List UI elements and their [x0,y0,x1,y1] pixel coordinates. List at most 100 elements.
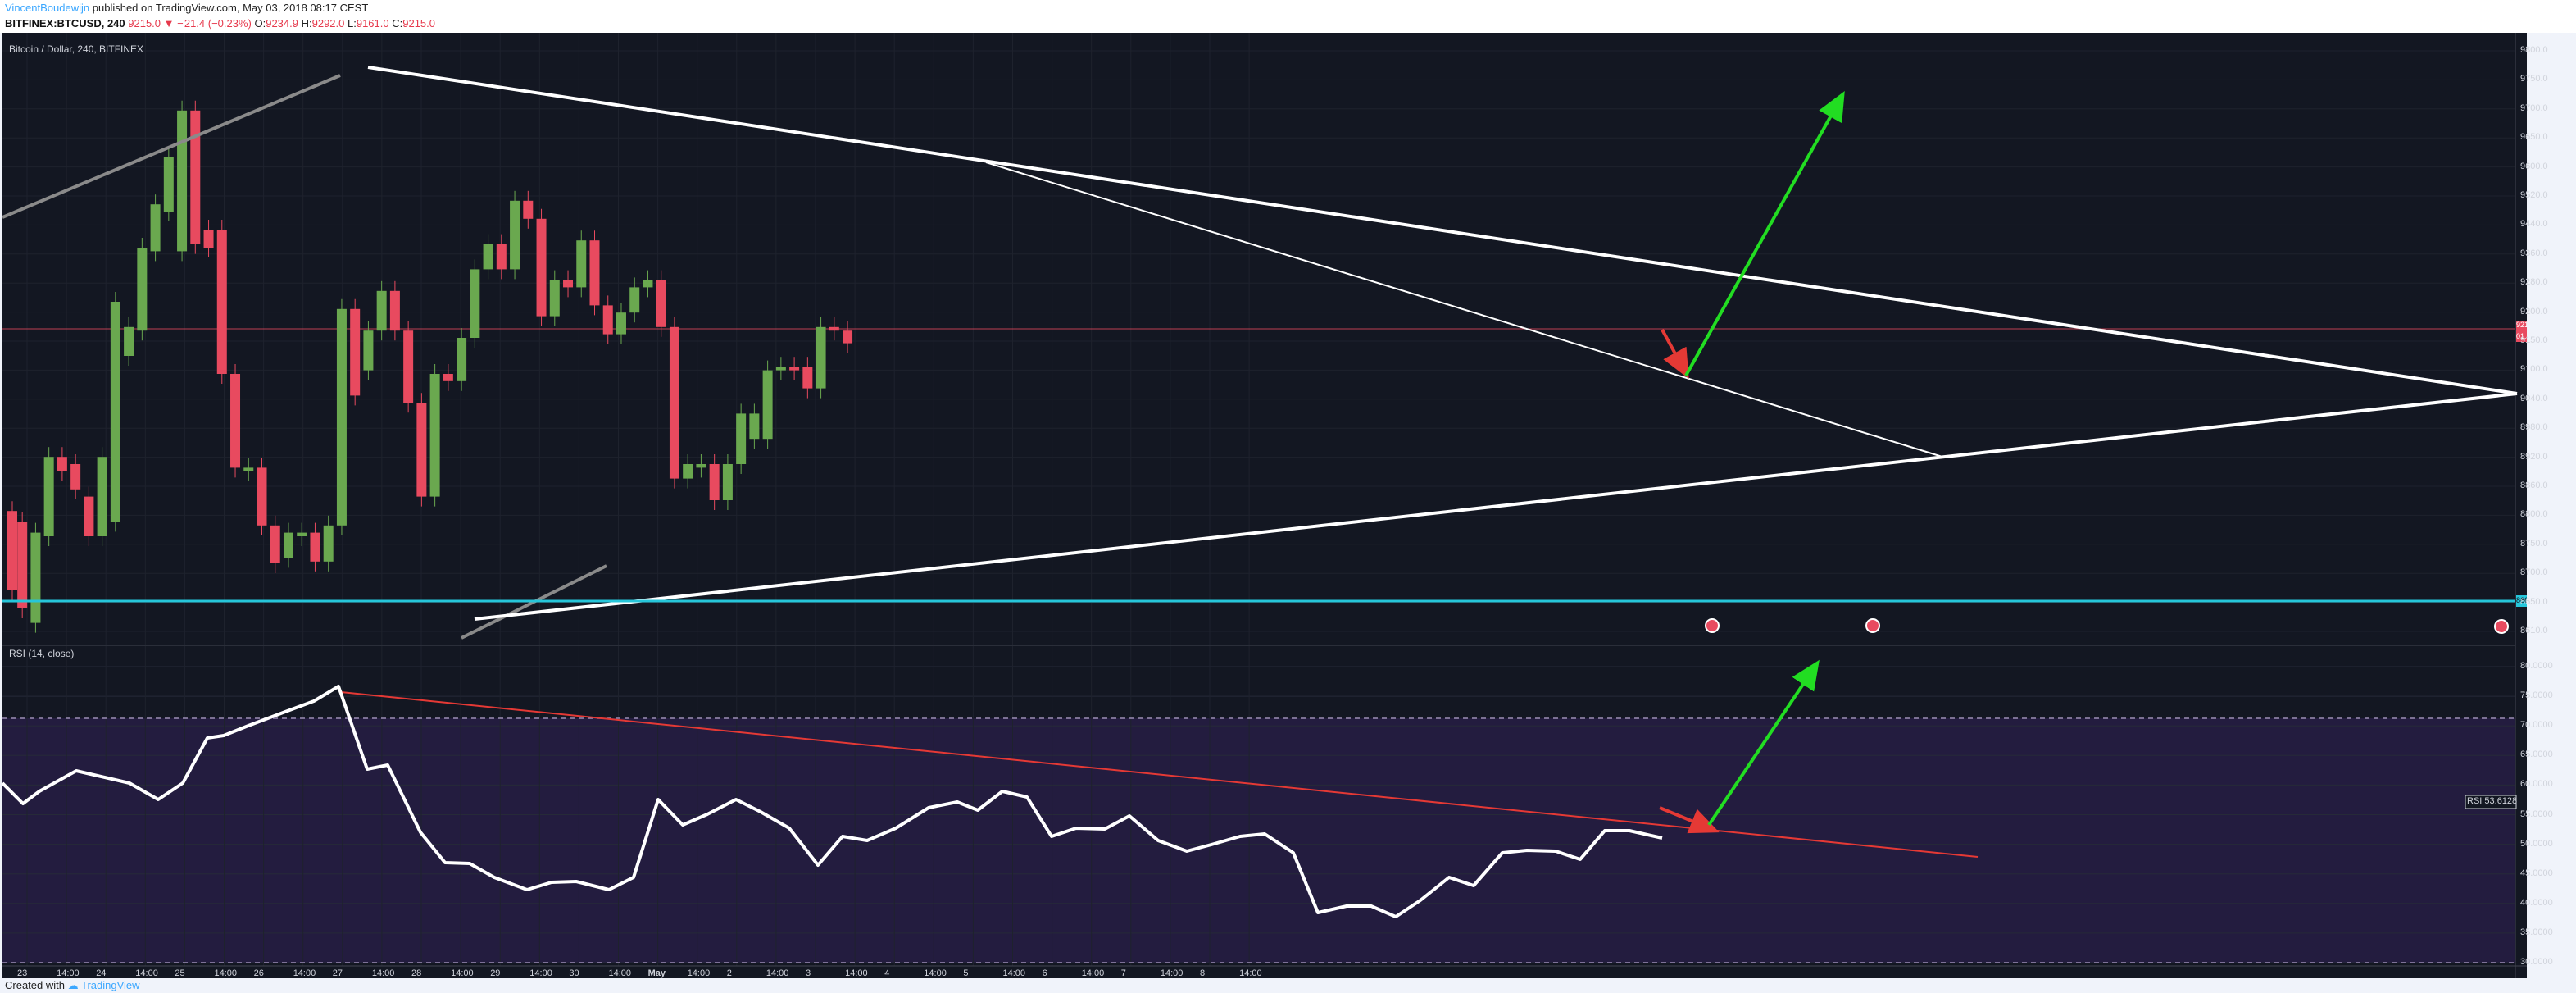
time-axis-label: 14:00 [845,968,868,978]
candle-body [429,374,440,497]
event-flag-icon[interactable] [1865,618,1880,633]
candle-body [709,464,720,500]
candle-body [563,280,574,288]
candle-body [403,330,414,403]
time-axis-label: 14:00 [135,968,158,978]
time-axis-label: 6 [1042,968,1047,978]
support-badge-bg [2516,595,2527,607]
candle-body [110,302,120,522]
candle-body [762,370,773,440]
time-axis-label: 24 [96,968,107,978]
candle-body [257,467,267,526]
price-axis-label: 9040.0 [2520,393,2548,403]
chart-canvas[interactable] [2,33,2527,978]
time-axis-label: 25 [175,968,185,978]
candle-body [775,367,786,371]
time-axis-label: 14:00 [293,968,316,978]
time-axis-label: 4 [884,968,890,978]
support-badge: 8665.1 [2516,596,2527,604]
candle-body [789,367,800,371]
rsi-axis-label: 35.0000 [2520,927,2553,937]
candle-body [416,403,427,497]
time-axis-label: 3 [806,968,811,978]
rsi-badge: RSI 53.6128 [2467,796,2517,806]
time-axis-label: 27 [332,968,343,978]
candle-body [589,240,600,306]
candle-body [683,464,693,479]
candle-body [137,248,148,331]
chart-header: VincentBoudewijn published on TradingVie… [0,0,2576,33]
time-axis-label: May [647,968,666,978]
event-flag-icon[interactable] [2494,619,2509,634]
publish-line: VincentBoudewijn published on TradingVie… [5,1,368,16]
candle-body [722,464,733,500]
chart-area[interactable]: Bitcoin / Dollar, 240, BITFINEX RSI (14,… [2,33,2553,978]
rsi-axis-label: 45.0000 [2520,868,2553,878]
candle-body [97,457,107,536]
candle-body [363,330,374,371]
rsi-title: RSI (14, close) [9,648,75,659]
time-axis-label: 23 [17,968,28,978]
published-text: published on TradingView.com, May 03, 20… [92,2,369,14]
candle-body [376,290,387,331]
price-axis-label: 9280.0 [2520,277,2548,288]
price-axis-label: 9200.0 [2520,306,2548,317]
time-axis-label: 14:00 [687,968,711,978]
candle-body [536,218,547,317]
candle-body [523,200,534,219]
price-badge: 9215.0 [2516,321,2527,329]
candle-body [323,525,334,562]
event-flag-icon[interactable] [1705,618,1720,633]
candle-body [30,532,41,623]
candle-body [163,157,174,212]
price-axis-label: 8920.0 [2520,451,2548,462]
time-axis-label: 7 [1120,968,1126,978]
thin-trendline [985,162,1946,458]
price-axis-label: 9650.0 [2520,132,2548,143]
candle-body [70,464,81,490]
triangle-lower-line [474,392,2518,621]
candle-body [510,200,520,270]
candle-body [736,413,747,464]
candle-body [457,338,467,381]
price-change: − 21.4 (−0.23%) [177,17,252,30]
candle-body [190,110,201,244]
price-axis-label: 8860.0 [2520,481,2548,490]
candle-body [124,326,134,356]
price-axis-label: 8800.0 [2520,509,2548,520]
rsi-badge-label: RSI [2467,796,2483,806]
rsi-axis-label: 65.0000 [2520,749,2553,760]
time-axis-label: 14:00 [924,968,947,978]
time-axis-label: 8 [1200,968,1206,978]
candle-body [656,280,666,327]
down-arrow-icon: ▼ [163,17,175,30]
rsi-axis-label: 75.0000 [2520,690,2553,701]
time-axis-label: 14:00 [1239,968,1262,978]
candle-body [616,312,626,335]
created-with-text: Created with [5,979,65,991]
candle-body [230,374,241,468]
price-axis-label: 8980.0 [2520,422,2548,433]
price-axis-label: 9600.0 [2520,161,2548,171]
candle-body [696,464,706,468]
rsi-badge-bg [2465,795,2517,809]
last-price: 9215.0 [128,17,161,30]
time-axis-label: 14:00 [1160,968,1184,978]
price-axis-label: 9440.0 [2520,219,2548,230]
rsi-axis-label: 55.0000 [2520,809,2553,819]
candle-body [177,110,188,252]
tradingview-brand-link[interactable]: TradingView [81,979,140,991]
high-label: H: [301,17,312,30]
candle-body [17,522,28,608]
candle-body [203,230,214,248]
price-axis-label: 9520.0 [2520,190,2548,200]
rsi-badge-value: 53.6128 [2484,796,2518,806]
rsi-axis-label: 70.0000 [2520,720,2553,731]
rsi-band [2,718,2515,963]
time-axis-label: 14:00 [529,968,552,978]
price-green-arrow [1684,91,1845,376]
time-axis-label: 30 [569,968,579,978]
candle-body [496,244,507,270]
author-link[interactable]: VincentBoudewijn [5,2,90,14]
price-badge-bg [2516,321,2527,331]
